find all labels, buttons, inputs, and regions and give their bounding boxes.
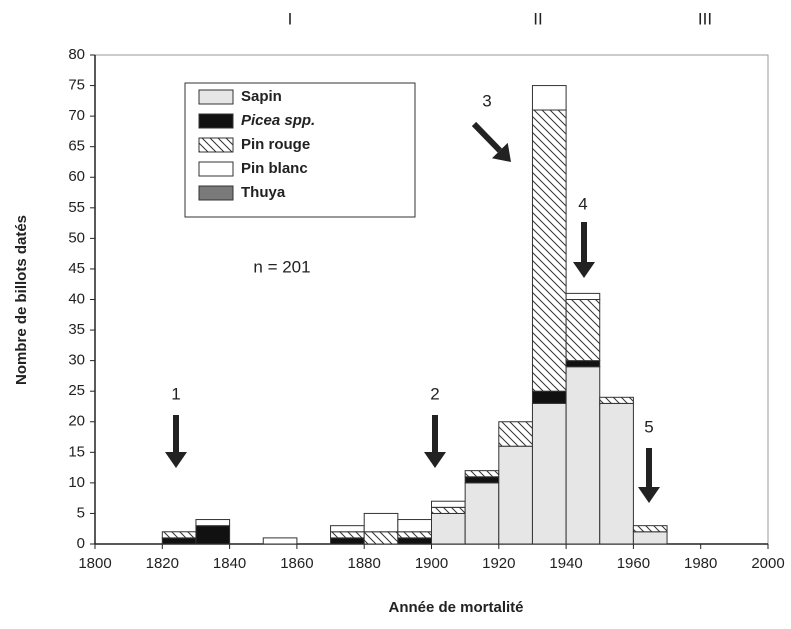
y-tick-label: 65 <box>68 138 85 155</box>
bar-segment <box>531 402 567 545</box>
bar-segment <box>363 531 399 545</box>
bar-segment <box>565 366 601 545</box>
bar-segment <box>195 525 231 545</box>
arrow-head <box>573 262 595 278</box>
x-tick-label: 1880 <box>348 555 381 572</box>
legend-label: Sapin <box>241 88 282 105</box>
bar-segment <box>498 421 533 447</box>
bar-segment <box>161 537 197 545</box>
sample-size: n = 201 <box>253 257 310 276</box>
bar-segment <box>464 470 500 478</box>
y-tick-label: 60 <box>68 168 85 185</box>
bar-segment <box>531 85 567 111</box>
x-tick-label: 1920 <box>482 555 515 572</box>
arrow-head <box>424 452 446 468</box>
period-label: I <box>288 9 293 28</box>
arrow-head <box>165 452 187 468</box>
bar-segment <box>330 531 365 539</box>
bar-segment <box>431 500 466 508</box>
x-tick-label: 1840 <box>213 555 246 572</box>
y-tick-label: 50 <box>68 229 85 246</box>
annotation-label: 1 <box>171 384 180 403</box>
y-tick-label: 80 <box>68 46 85 63</box>
bar-segment <box>397 519 433 533</box>
bar-segment <box>464 476 500 484</box>
bar-segment <box>599 402 634 545</box>
bar-segment <box>397 531 433 539</box>
bar-segment <box>330 525 365 533</box>
x-tick-label: 1820 <box>146 555 179 572</box>
y-tick-label: 55 <box>68 199 85 216</box>
y-axis-label: Nombre de billots datés <box>13 215 30 385</box>
legend-swatch <box>198 113 234 129</box>
legend-label: Pin rouge <box>241 136 310 153</box>
bar-segment <box>161 531 197 539</box>
legend-swatch <box>198 161 234 177</box>
x-tick-label: 1800 <box>78 555 111 572</box>
y-tick-label: 45 <box>68 260 85 277</box>
bar-segment <box>599 396 634 404</box>
y-tick-label: 20 <box>68 413 85 430</box>
y-tick-label: 0 <box>77 535 85 552</box>
bar-segment <box>632 531 668 545</box>
legend-label: Thuya <box>241 184 286 201</box>
legend-label: Picea spp. <box>241 112 315 129</box>
bar-segment <box>330 537 365 545</box>
x-tick-label: 2000 <box>751 555 784 572</box>
bar-segment <box>195 519 231 527</box>
y-tick-label: 40 <box>68 290 85 307</box>
bar-segment <box>498 445 533 545</box>
x-tick-label: 1960 <box>617 555 650 572</box>
bar-segment <box>531 390 567 404</box>
arrow-head <box>491 142 511 162</box>
bar-segment <box>397 537 433 545</box>
bar-segment <box>431 512 466 545</box>
y-tick-label: 75 <box>68 77 85 94</box>
period-label: II <box>533 9 542 28</box>
bar-segment <box>565 292 601 301</box>
legend-label: Pin blanc <box>241 160 308 177</box>
annotation-label: 3 <box>482 91 491 110</box>
legend-swatch <box>198 89 234 105</box>
x-tick-label: 1900 <box>415 555 448 572</box>
legend-swatch <box>198 185 234 201</box>
x-tick-label: 1940 <box>549 555 582 572</box>
y-tick-label: 35 <box>68 321 85 338</box>
y-tick-label: 5 <box>77 504 85 521</box>
bar-segment <box>262 537 298 545</box>
annotation-label: 2 <box>430 384 439 403</box>
bar-segment <box>431 506 466 514</box>
bar-segment <box>565 299 601 362</box>
period-label: III <box>698 9 712 28</box>
bar-segment <box>632 525 668 533</box>
bar-segment <box>464 482 500 545</box>
bar-segment <box>531 109 567 392</box>
y-tick-label: 15 <box>68 443 85 460</box>
x-tick-label: 1860 <box>280 555 313 572</box>
x-axis-label: Année de mortalité <box>388 599 523 616</box>
x-tick-label: 1980 <box>684 555 717 572</box>
bar-segment <box>565 360 601 368</box>
legend-swatch <box>198 137 234 153</box>
annotation-label: 4 <box>578 194 587 213</box>
y-tick-label: 70 <box>68 107 85 124</box>
y-tick-label: 30 <box>68 352 85 369</box>
y-tick-label: 10 <box>68 474 85 491</box>
bar-segment <box>363 512 399 533</box>
arrow-shaft <box>471 121 502 153</box>
y-tick-label: 25 <box>68 382 85 399</box>
arrow-head <box>638 487 660 503</box>
annotation-label: 5 <box>644 417 653 436</box>
